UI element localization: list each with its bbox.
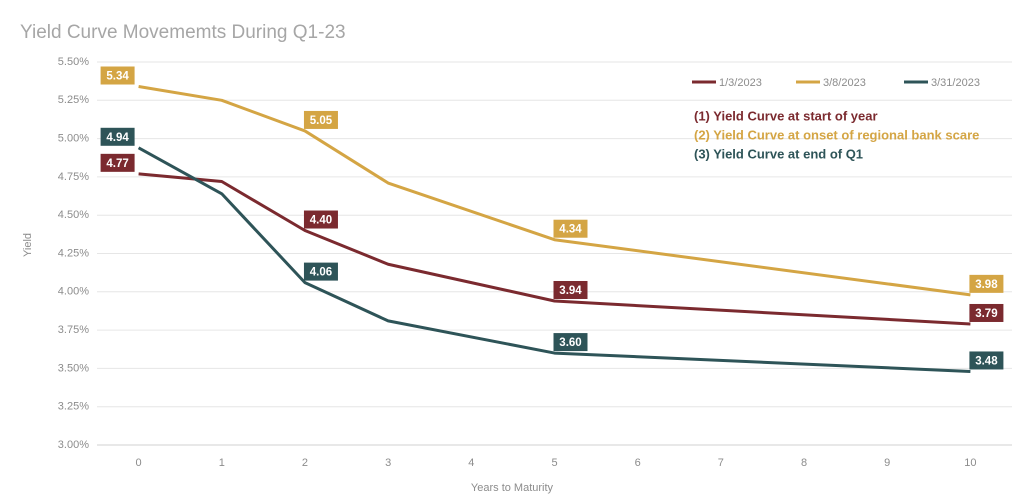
y-tick-label: 3.50% <box>58 362 89 374</box>
x-tick-label: 0 <box>136 457 142 469</box>
value-label: 4.34 <box>559 224 582 236</box>
value-label-box <box>100 153 135 172</box>
y-tick-label: 4.50% <box>58 209 89 221</box>
legend-label: 3/8/2023 <box>823 77 866 89</box>
y-tick-label: 5.50% <box>58 56 89 68</box>
value-label: 5.05 <box>310 115 333 127</box>
y-tick-label: 3.00% <box>58 439 89 451</box>
x-tick-label: 8 <box>801 457 807 469</box>
x-tick-label: 7 <box>718 457 724 469</box>
y-tick-label: 4.00% <box>58 286 89 298</box>
value-label: 3.48 <box>975 355 998 367</box>
x-tick-label: 5 <box>551 457 557 469</box>
value-label-box <box>969 303 1004 322</box>
value-label-box <box>303 210 338 229</box>
y-tick-label: 3.75% <box>58 324 89 336</box>
value-label: 4.40 <box>310 215 332 227</box>
x-tick-label: 4 <box>468 457 474 469</box>
value-label: 4.77 <box>106 158 128 170</box>
annotation: (2) Yield Curve at onset of regional ban… <box>694 127 979 142</box>
series-line <box>138 172 971 326</box>
value-label-box <box>303 262 338 281</box>
y-tick-label: 5.00% <box>58 133 89 145</box>
value-label: 3.98 <box>975 279 998 291</box>
x-axis-title: Years to Maturity <box>471 482 554 494</box>
value-label-box <box>553 333 588 352</box>
value-label: 3.79 <box>975 308 997 320</box>
x-tick-label: 3 <box>385 457 391 469</box>
annotation: (3) Yield Curve at end of Q1 <box>694 146 863 161</box>
value-label: 4.06 <box>310 267 332 279</box>
value-label-box <box>553 280 588 299</box>
y-tick-label: 5.25% <box>58 94 89 106</box>
x-tick-label: 10 <box>964 457 976 469</box>
value-label-box <box>969 274 1004 293</box>
value-label: 5.34 <box>106 71 129 83</box>
x-tick-label: 1 <box>219 457 225 469</box>
value-label-box <box>969 351 1004 370</box>
y-tick-label: 4.75% <box>58 171 89 183</box>
series-line <box>137 146 971 373</box>
y-axis-title: Yield <box>22 233 34 257</box>
y-tick-label: 4.25% <box>58 247 89 259</box>
x-tick-label: 9 <box>884 457 890 469</box>
value-label-box <box>553 219 588 238</box>
value-label-box <box>100 66 135 85</box>
value-label: 3.60 <box>559 337 581 349</box>
legend-label: 1/3/2023 <box>719 77 762 89</box>
y-tick-label: 3.25% <box>58 401 89 413</box>
chart-title: Yield Curve Movememts During Q1-23 <box>20 22 346 43</box>
value-label: 4.94 <box>106 132 129 144</box>
series-line <box>138 85 971 297</box>
value-label: 3.94 <box>559 285 582 297</box>
x-tick-label: 6 <box>635 457 641 469</box>
x-tick-label: 2 <box>302 457 308 469</box>
value-label-box <box>100 127 135 146</box>
value-label-box <box>303 110 338 129</box>
annotation: (1) Yield Curve at start of year <box>694 108 878 123</box>
legend-label: 3/31/2023 <box>931 77 980 89</box>
